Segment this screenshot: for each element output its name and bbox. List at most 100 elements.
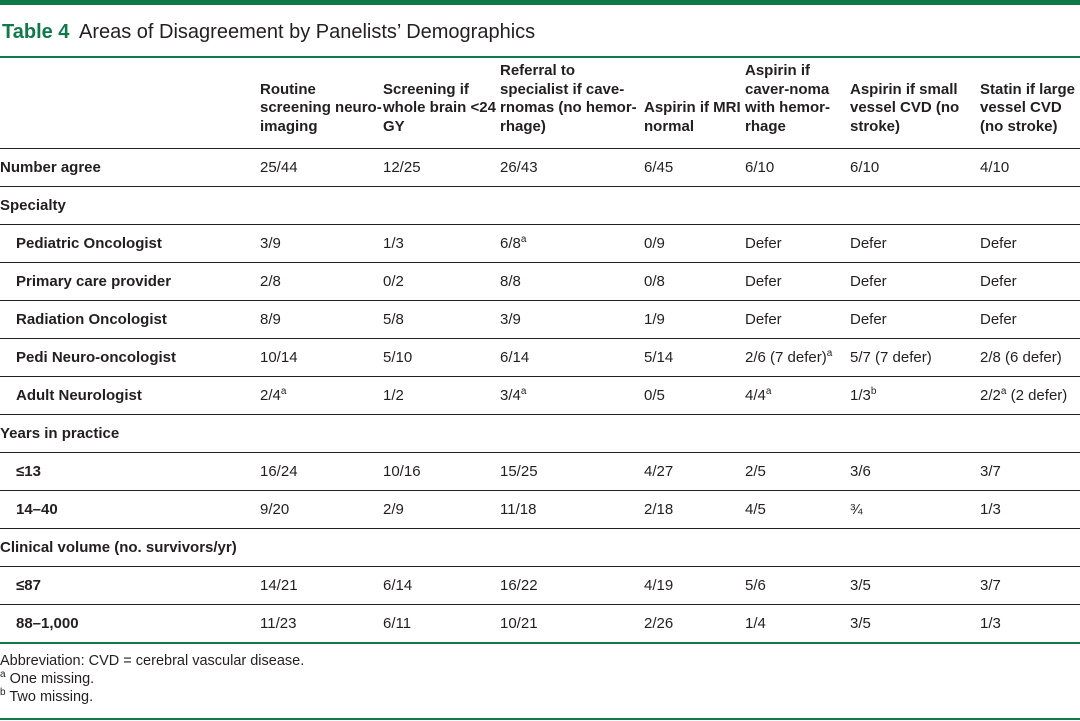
abbreviation-note: Abbreviation: CVD = cerebral vascular di… (0, 653, 305, 669)
header-cell-screening-whole-brain: Screening if whole brain <24 GY (383, 58, 500, 149)
table-cell: 3/9 (260, 224, 383, 263)
table-cell: 2/5 (745, 452, 850, 491)
table-cell: 2/6 (7 defer)a (745, 338, 850, 377)
table-cell: 3/6 (850, 452, 980, 491)
title-rule (0, 56, 1080, 58)
row-label: Primary care provider (0, 262, 260, 301)
footnote-marker-a: a (520, 386, 527, 397)
table-row: Primary care provider 2/8 0/2 8/8 0/8 De… (0, 262, 1080, 301)
footnote-b-text: Two missing. (9, 689, 94, 705)
row-label: Pediatric Oncologist (0, 224, 260, 263)
header-cell-stub (0, 58, 260, 149)
table-cell: 16/22 (500, 566, 644, 605)
table-cell: 3/5 (850, 566, 980, 605)
table-cell: 16/24 (260, 452, 383, 491)
group-row: Specialty (0, 186, 1080, 225)
table-cell: 6/8a (500, 224, 644, 263)
header-cell-aspirin-mri-normal: Aspirin if MRI normal (644, 58, 745, 149)
row-label: ≤13 (0, 452, 260, 491)
table-cell: 5/10 (383, 338, 500, 377)
table-cell: 6/10 (745, 148, 850, 187)
table-cell: 2/8 (260, 262, 383, 301)
table-cell: 10/21 (500, 604, 644, 644)
table-cell: 2/8 (6 defer) (980, 338, 1080, 377)
header-cell-aspirin-cavernoma-hemorrhage: Aspirin if caver-noma with hemor-rhage (745, 58, 850, 149)
table-cell: 14/21 (260, 566, 383, 605)
table-row: ≤87 14/21 6/14 16/22 4/19 5/6 3/5 3/7 (0, 566, 1080, 605)
footnote-marker-b: b (870, 386, 877, 397)
table-cell: 10/16 (383, 452, 500, 491)
footnote-marker-a: a (826, 348, 833, 359)
table-cell: Defer (980, 224, 1080, 263)
table-cell: 3/4a (500, 376, 644, 415)
table-cell: 3/9 (500, 300, 644, 339)
table-cell: 3/7 (980, 566, 1080, 605)
table-cell: 9/20 (260, 490, 383, 529)
table-cell: 1/3 (383, 224, 500, 263)
table-cell: 6/45 (644, 148, 745, 187)
footnote-a-text: One missing. (9, 671, 95, 687)
table-cell: 0/2 (383, 262, 500, 301)
header-row: Routine screening neuro-imaging Screenin… (0, 58, 1080, 149)
table-cell: 11/23 (260, 604, 383, 644)
table-cell: 0/9 (644, 224, 745, 263)
table-cell: 5/8 (383, 300, 500, 339)
table-cell: 2/18 (644, 490, 745, 529)
table-cell: 6/11 (383, 604, 500, 644)
row-label: ≤87 (0, 566, 260, 605)
table-cell: 8/8 (500, 262, 644, 301)
table-cell: 0/8 (644, 262, 745, 301)
table-footnotes: Abbreviation: CVD = cerebral vascular di… (0, 652, 304, 706)
disagreement-table: Routine screening neuro-imaging Screenin… (0, 58, 1080, 644)
table-cell: 1/2 (383, 376, 500, 415)
cell-value: 2/2 (980, 387, 1001, 404)
footnote-marker-a: a (765, 386, 772, 397)
footnote-a: a One missing. (0, 670, 304, 688)
cell-value: 2/6 (7 defer) (745, 349, 827, 366)
top-accent-bar (0, 0, 1080, 5)
row-label: 14–40 (0, 490, 260, 529)
table-cell: 6/10 (850, 148, 980, 187)
table-cell: 6/14 (500, 338, 644, 377)
row-label: 88–1,000 (0, 604, 260, 644)
table-cell: 2/26 (644, 604, 745, 644)
table-cell: 2/2a (2 defer) (980, 376, 1080, 415)
footnote-symbol-b: b (0, 687, 6, 698)
table-cell: 4/27 (644, 452, 745, 491)
table-cell: 15/25 (500, 452, 644, 491)
table-row: ≤13 16/24 10/16 15/25 4/27 2/5 3/6 3/7 (0, 452, 1080, 491)
table-cell: 1/4 (745, 604, 850, 644)
table-title: Areas of Disagreement by Panelists’ Demo… (79, 21, 536, 43)
table-row: 14–40 9/20 2/9 11/18 2/18 4/5 ¾ 1/3 (0, 490, 1080, 529)
header-cell-referral-specialist: Referral to specialist if cave-rnomas (n… (500, 58, 644, 149)
table-row: Number agree 25/44 12/25 26/43 6/45 6/10… (0, 148, 1080, 187)
footnote-marker-a: a (280, 386, 287, 397)
table-cell: 4/4a (745, 376, 850, 415)
cell-value: 4/4 (745, 387, 766, 404)
table-cell: Defer (980, 300, 1080, 339)
table-cell: 4/10 (980, 148, 1080, 187)
group-label: Years in practice (0, 414, 1080, 453)
table-cell: 5/6 (745, 566, 850, 605)
table-cell: 8/9 (260, 300, 383, 339)
group-row: Years in practice (0, 414, 1080, 453)
row-label: Pedi Neuro-oncologist (0, 338, 260, 377)
table-cell: 3/7 (980, 452, 1080, 491)
header-cell-statin-large-vessel: Statin if large vessel CVD (no stroke) (980, 58, 1080, 149)
header-cell-routine-screening: Routine screening neuro-imaging (260, 58, 383, 149)
footnote-symbol-a: a (0, 669, 6, 680)
table-row: Radiation Oncologist 8/9 5/8 3/9 1/9 Def… (0, 300, 1080, 339)
table-cell: 12/25 (383, 148, 500, 187)
group-row: Clinical volume (no. survivors/yr) (0, 528, 1080, 567)
row-label: Radiation Oncologist (0, 300, 260, 339)
table-cell: Defer (745, 262, 850, 301)
cell-value: 6/8 (500, 235, 521, 252)
table-cell: 3/5 (850, 604, 980, 644)
table-cell: 1/3 (980, 604, 1080, 644)
table-cell: 25/44 (260, 148, 383, 187)
table-row: 88–1,000 11/23 6/11 10/21 2/26 1/4 3/5 1… (0, 604, 1080, 644)
row-label: Number agree (0, 148, 260, 187)
table-cell: 4/19 (644, 566, 745, 605)
footnote-marker-a: a (520, 234, 527, 245)
table-cell: 5/7 (7 defer) (850, 338, 980, 377)
